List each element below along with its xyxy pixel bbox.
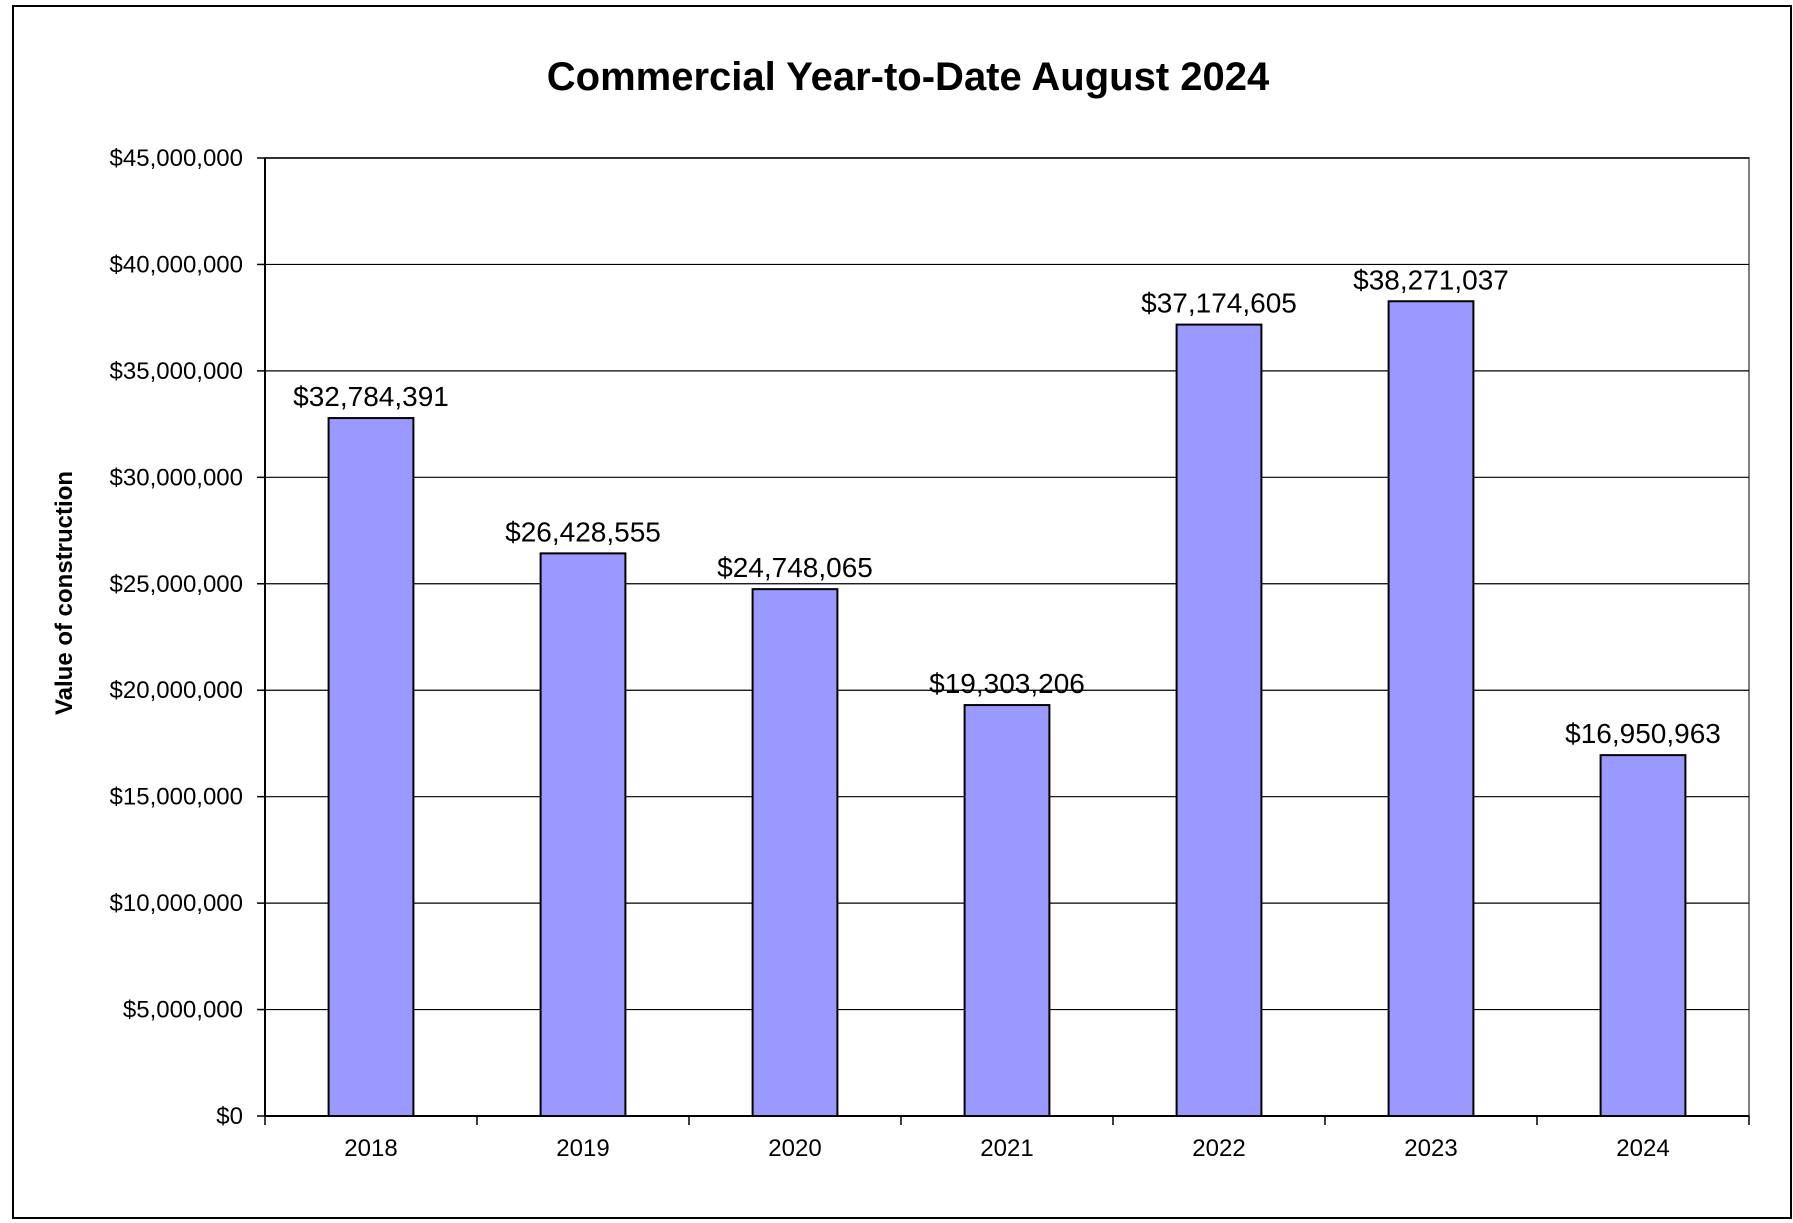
grid-lines — [265, 157, 1749, 1011]
data-label-2018: $32,784,391 — [293, 381, 449, 412]
bar-2019 — [539, 552, 627, 1117]
x-tick-label: 2019 — [556, 1135, 609, 1162]
data-label-2022: $37,174,605 — [1141, 288, 1297, 319]
x-tick-label: 2021 — [980, 1135, 1033, 1162]
chart-border — [12, 5, 1792, 1219]
y-tick-label: $40,000,000 — [110, 251, 243, 278]
y-tick-label: $45,000,000 — [110, 145, 243, 172]
chart-title: Commercial Year-to-Date August 2024 — [547, 55, 1270, 99]
x-tick-label: 2018 — [344, 1135, 397, 1162]
x-tick-label: 2024 — [1616, 1135, 1669, 1162]
y-tick-label: $0 — [216, 1103, 243, 1130]
data-label-2020: $24,748,065 — [717, 552, 873, 583]
y-axis-label: Value of construction — [51, 471, 78, 715]
bar-2021 — [963, 704, 1051, 1118]
bar-2018 — [327, 417, 415, 1117]
y-axis-ticks: $0 $5,000,000 $10,000,000 $15,000,000 $20,00… — [110, 145, 265, 1130]
y-tick-label: $35,000,000 — [110, 358, 243, 385]
bar-2022 — [1175, 323, 1263, 1117]
y-tick-label: $20,000,000 — [110, 677, 243, 704]
bar-2023 — [1387, 300, 1475, 1117]
data-label-2021: $19,303,206 — [929, 668, 1085, 699]
x-tick-label: 2020 — [768, 1135, 821, 1162]
x-axis-ticks: 2018 2019 2020 2021 2022 2023 2024 — [264, 1116, 1750, 1162]
y-tick-label: $15,000,000 — [110, 784, 243, 811]
x-tick-label: 2022 — [1192, 1135, 1245, 1162]
y-tick-label: $25,000,000 — [110, 571, 243, 598]
bar-2020 — [751, 588, 839, 1117]
bars: $32,784,391 $26,428,555 $24,748,065 $19,303… — [293, 264, 1721, 1118]
x-tick-label: 2023 — [1404, 1135, 1457, 1162]
y-tick-label: $10,000,000 — [110, 890, 243, 917]
data-label-2019: $26,428,555 — [505, 516, 661, 547]
y-tick-label: $30,000,000 — [110, 464, 243, 491]
data-label-2024: $16,950,963 — [1565, 718, 1721, 749]
bar-2024 — [1599, 754, 1687, 1117]
data-label-2023: $38,271,037 — [1353, 264, 1509, 295]
y-tick-label: $5,000,000 — [123, 997, 243, 1024]
